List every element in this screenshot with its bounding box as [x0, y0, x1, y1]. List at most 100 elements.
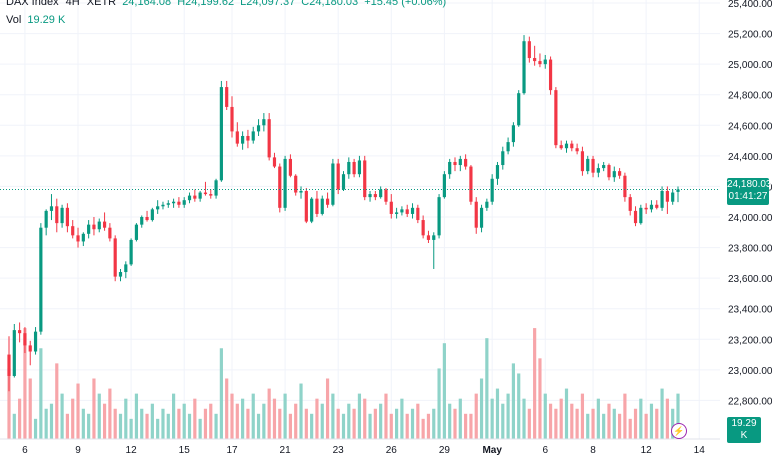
volume-bar: [464, 413, 468, 439]
price-tick-label: 22,800.00: [728, 396, 773, 407]
volume-bar: [416, 403, 420, 439]
volume-bar: [336, 408, 340, 439]
volume-legend: Vol 19.29 K: [6, 14, 65, 26]
candle-body: [676, 189, 680, 192]
volume-bar: [448, 403, 452, 439]
candle-body: [172, 201, 176, 204]
volume-bar: [575, 408, 579, 439]
volume-bar: [44, 408, 48, 439]
candle-body: [421, 220, 425, 236]
volume-bar: [108, 388, 112, 439]
candle-body: [76, 235, 80, 242]
candle-body: [230, 106, 234, 132]
price-tick-label: 23,600.00: [728, 274, 773, 285]
lightning-icon[interactable]: ⚡: [671, 423, 687, 439]
volume-bar: [28, 378, 32, 439]
candle-body: [384, 189, 388, 202]
candle-body: [225, 87, 229, 107]
volume-bar: [649, 403, 654, 439]
time-tick-label: 26: [386, 445, 398, 456]
price-tick-label: 23,000.00: [728, 366, 773, 377]
candle-body: [182, 200, 186, 205]
price-tick-label: 25,400.00: [728, 0, 773, 10]
volume-bar: [97, 393, 101, 439]
candle-body: [156, 206, 160, 210]
close-value: C24,180.03: [301, 0, 359, 8]
candle-body: [644, 207, 648, 210]
candle-body: [623, 175, 627, 198]
candle-body: [527, 41, 531, 59]
candle-body: [187, 195, 192, 201]
candle-body: [448, 161, 452, 175]
volume-bar: [495, 388, 500, 439]
candle-body: [591, 158, 595, 173]
candle-body: [283, 158, 287, 208]
candle-body: [564, 143, 569, 149]
volume-bar: [384, 393, 388, 439]
volume-bar: [124, 398, 128, 439]
candle-body: [432, 235, 436, 240]
candle-body: [55, 206, 59, 224]
candle-body: [341, 174, 346, 190]
volume-bar: [395, 408, 399, 439]
candle-body: [405, 209, 409, 214]
candle-body: [310, 198, 314, 222]
volume-bar: [166, 413, 170, 439]
candle-body: [363, 160, 367, 198]
price-tick-label: 24,600.00: [728, 121, 773, 132]
volume-bar: [198, 418, 202, 439]
candle-body: [368, 194, 372, 198]
candle-body: [251, 131, 255, 141]
candle-body: [554, 90, 558, 146]
volume-bar: [320, 403, 324, 439]
price-tick-label: 23,200.00: [728, 335, 773, 346]
volume-bar: [442, 343, 446, 439]
candle-body: [12, 330, 16, 376]
time-tick-label: 6: [22, 445, 28, 456]
volume-bar: [522, 398, 526, 439]
volume-bar: [660, 388, 664, 439]
candle-body: [426, 235, 431, 240]
volume-bar: [527, 408, 531, 439]
time-tick-label: 23: [333, 445, 345, 456]
volume-bar: [665, 398, 669, 439]
volume-bar: [379, 403, 383, 439]
volume-bar: [65, 413, 69, 439]
volume-bar: [341, 413, 346, 439]
symbol-name[interactable]: DAX Index: [6, 0, 59, 8]
volume-bar: [586, 413, 590, 439]
time-axis[interactable]: 6 9 12 15 17 21 23 26 29 May 6 8 12 14: [0, 438, 720, 456]
candle-body: [352, 161, 356, 175]
volume-bar: [357, 393, 362, 439]
last-price-value: 24,180.03: [727, 179, 772, 190]
candle-body: [124, 264, 128, 273]
time-tick-label: 14: [694, 445, 706, 456]
volume-bar: [368, 413, 372, 439]
volume-bar: [437, 368, 441, 439]
candle-body: [161, 204, 165, 207]
volume-bar: [602, 413, 606, 439]
volume-bar: [39, 348, 43, 439]
candle-body: [538, 61, 542, 65]
volume-bar: [554, 408, 558, 439]
volume-bar: [172, 393, 176, 439]
volume-label[interactable]: Vol: [6, 14, 22, 26]
volume-bar: [7, 368, 11, 439]
volume-bar: [548, 403, 553, 439]
candle-body: [28, 345, 32, 352]
volume-bar: [182, 403, 186, 439]
change-value: +15.45 (+0.06%): [364, 0, 447, 8]
volume-bar: [145, 413, 149, 439]
candle-body: [570, 143, 574, 149]
candle-body: [97, 221, 101, 230]
candle-body: [140, 217, 144, 225]
candle-body: [442, 174, 446, 198]
volume-bar: [628, 418, 632, 439]
candle-body: [304, 191, 308, 222]
low-value: L24,097.37: [240, 0, 296, 8]
candle-body: [92, 224, 96, 230]
volume-bar: [60, 393, 64, 439]
candle-body: [150, 209, 154, 221]
